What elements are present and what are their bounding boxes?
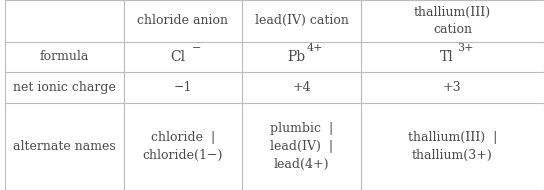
Text: chloride  |
chloride(1−): chloride | chloride(1−) [143, 131, 223, 162]
Text: alternate names: alternate names [13, 140, 116, 153]
Text: +4: +4 [292, 81, 311, 94]
Text: Tl: Tl [440, 50, 454, 64]
Text: plumbic  |
lead(IV)  |
lead(4+): plumbic | lead(IV) | lead(4+) [270, 122, 333, 171]
Text: 4+: 4+ [307, 44, 323, 53]
Text: chloride anion: chloride anion [138, 14, 228, 27]
Text: −: − [191, 44, 201, 53]
Text: thallium(III)
cation: thallium(III) cation [414, 6, 491, 36]
Text: Pb: Pb [287, 50, 305, 64]
Text: Cl: Cl [170, 50, 185, 64]
Text: lead(IV) cation: lead(IV) cation [255, 14, 348, 27]
Text: formula: formula [40, 51, 89, 63]
Text: +3: +3 [443, 81, 462, 94]
Text: 3+: 3+ [458, 44, 474, 53]
Text: thallium(III)  |
thallium(3+): thallium(III) | thallium(3+) [407, 131, 497, 162]
Text: net ionic charge: net ionic charge [13, 81, 116, 94]
Text: −1: −1 [174, 81, 192, 94]
